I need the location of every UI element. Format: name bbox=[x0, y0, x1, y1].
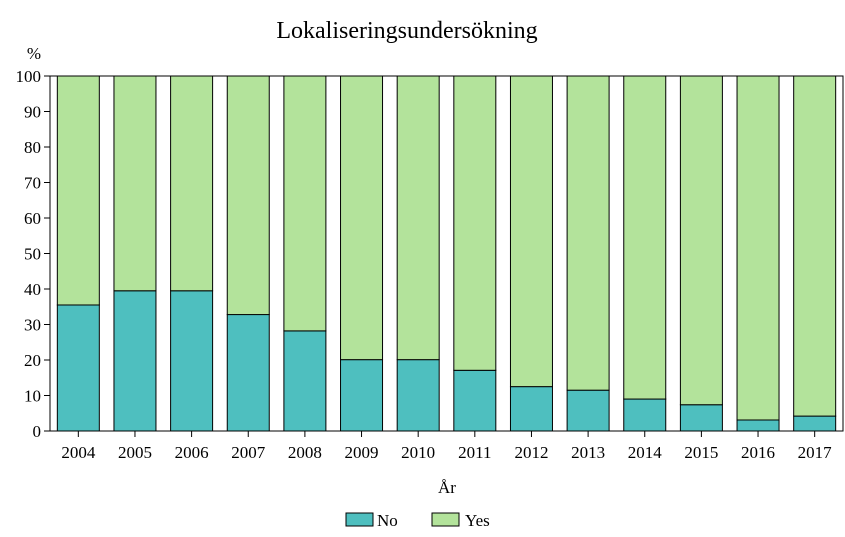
x-tick-label: 2012 bbox=[514, 443, 548, 462]
x-tick-label: 2007 bbox=[231, 443, 266, 462]
legend-swatch-no bbox=[345, 512, 374, 527]
bar-yes-2012 bbox=[509, 75, 553, 388]
y-tick-label: 40 bbox=[24, 280, 41, 299]
bar-no-2016 bbox=[736, 419, 780, 432]
bar-no-2012 bbox=[509, 386, 553, 432]
legend-label-no: No bbox=[377, 511, 398, 530]
x-tick-label: 2006 bbox=[175, 443, 209, 462]
bar-no-2004 bbox=[56, 304, 100, 432]
x-axis: 2004 2005 2006 2007 2008 2009 2010 2011 2012 2013… bbox=[61, 431, 832, 462]
y-tick-label: 30 bbox=[24, 316, 41, 335]
bar-no-2005 bbox=[113, 290, 157, 432]
x-tick-label: 2005 bbox=[118, 443, 152, 462]
bar-yes-2015 bbox=[679, 75, 723, 406]
y-axis-label: % bbox=[27, 44, 41, 63]
bar-no-2008 bbox=[283, 330, 327, 432]
bar-no-2013 bbox=[566, 389, 610, 432]
legend-label-yes: Yes bbox=[465, 511, 490, 530]
y-tick-label: 10 bbox=[24, 387, 41, 406]
legend-swatch-yes bbox=[431, 512, 460, 527]
bar-no-2009 bbox=[340, 359, 384, 432]
y-tick-label: 80 bbox=[24, 138, 41, 157]
bar-yes-2011 bbox=[453, 75, 497, 371]
bar-yes-2004 bbox=[56, 75, 100, 306]
bar-no-2015 bbox=[679, 404, 723, 432]
bar-yes-2017 bbox=[793, 75, 837, 417]
x-tick-label: 2016 bbox=[741, 443, 775, 462]
bar-no-2011 bbox=[453, 369, 497, 432]
bar-yes-2013 bbox=[566, 75, 610, 391]
bars-group bbox=[56, 75, 837, 432]
bar-yes-2005 bbox=[113, 75, 157, 292]
y-tick-label: 90 bbox=[24, 103, 41, 122]
bar-no-2010 bbox=[396, 359, 440, 432]
x-tick-label: 2015 bbox=[684, 443, 718, 462]
x-axis-label: År bbox=[438, 478, 456, 497]
bar-yes-2006 bbox=[170, 75, 214, 292]
bar-yes-2008 bbox=[283, 75, 327, 332]
y-tick-label: 50 bbox=[24, 245, 41, 264]
y-tick-label: 70 bbox=[24, 174, 41, 193]
bar-no-2017 bbox=[793, 415, 837, 432]
bar-no-2006 bbox=[170, 290, 214, 432]
x-tick-label: 2014 bbox=[628, 443, 663, 462]
y-tick-label: 60 bbox=[24, 209, 41, 228]
bar-yes-2007 bbox=[226, 75, 270, 316]
x-tick-label: 2010 bbox=[401, 443, 435, 462]
bar-no-2014 bbox=[623, 398, 667, 432]
y-tick-label: 100 bbox=[16, 67, 42, 86]
y-tick-label: 0 bbox=[33, 422, 42, 441]
x-tick-label: 2017 bbox=[798, 443, 833, 462]
bar-no-2007 bbox=[226, 314, 270, 432]
bar-yes-2016 bbox=[736, 75, 780, 421]
x-tick-label: 2011 bbox=[458, 443, 491, 462]
bar-yes-2014 bbox=[623, 75, 667, 400]
x-tick-label: 2013 bbox=[571, 443, 605, 462]
y-axis: 0 10 20 30 40 50 60 70 80 90 100 bbox=[16, 67, 50, 441]
x-tick-label: 2008 bbox=[288, 443, 322, 462]
bar-yes-2010 bbox=[396, 75, 440, 361]
plot-frame bbox=[49, 75, 844, 432]
legend: No Yes bbox=[345, 511, 490, 530]
chart-title: Lokaliseringsundersökning bbox=[276, 18, 537, 44]
x-tick-label: 2009 bbox=[345, 443, 379, 462]
x-tick-label: 2004 bbox=[61, 443, 96, 462]
bar-yes-2009 bbox=[340, 75, 384, 361]
y-tick-label: 20 bbox=[24, 351, 41, 370]
